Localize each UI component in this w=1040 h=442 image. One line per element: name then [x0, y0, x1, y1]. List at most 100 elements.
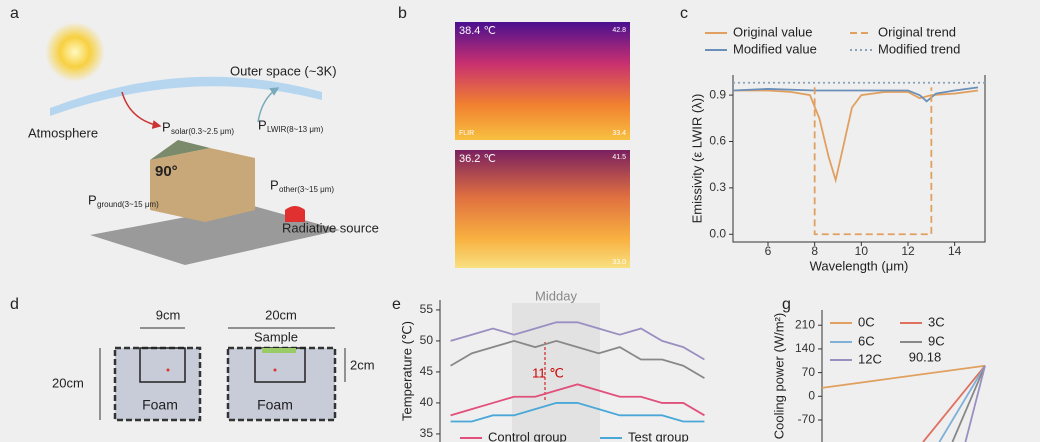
label: Sample [254, 329, 298, 344]
legend-label: Original value [733, 24, 813, 39]
legend-label: 0C [858, 314, 875, 329]
y-tick-label: 0.3 [709, 180, 726, 194]
panel-letter: b [398, 5, 407, 22]
y-tick-label: 0.6 [709, 134, 726, 148]
x-tick-label: 8 [811, 244, 818, 258]
label: 2cm [350, 357, 375, 372]
y-tick-label: -70 [798, 412, 816, 426]
series-line [938, 365, 986, 442]
y-tick-label: 35 [420, 426, 434, 440]
y-tick-label: 70 [802, 365, 816, 379]
label: 20cm [52, 375, 84, 390]
x-tick-label: 12 [901, 244, 915, 258]
label: Atmosphere [28, 125, 98, 140]
panel-letter: d [10, 296, 19, 313]
legend-label: Modified trend [878, 41, 960, 56]
sensor [273, 368, 277, 372]
y-axis-label: Temperature (℃) [399, 321, 414, 421]
temperature: 36.2 ℃ [459, 153, 496, 165]
annotation: 90.18 [909, 349, 942, 364]
ground [90, 205, 340, 265]
midday-band [512, 303, 600, 442]
flux: P [258, 117, 267, 132]
sun [45, 22, 105, 82]
series-line [450, 383, 705, 417]
panel-letter: e [392, 296, 401, 313]
y-tick-label: 45 [420, 364, 434, 378]
heat-source [285, 206, 305, 222]
x-tick-label: 14 [948, 244, 962, 258]
legend-label: Modified value [733, 41, 817, 56]
scale-min: 33.0 [612, 259, 626, 266]
series-line [922, 365, 986, 442]
label: Foam [142, 397, 178, 413]
thermal-image [455, 22, 630, 140]
series-line [450, 339, 705, 379]
flux: P [270, 177, 279, 192]
dimension-lines [99, 327, 346, 420]
y-tick-label: 40 [420, 395, 434, 409]
foam-box [226, 346, 337, 422]
y-tick-label: 0.0 [709, 226, 726, 240]
y-axis-label: Emissivity (ε LWIR (λ)) [689, 94, 704, 224]
legend-label: Original trend [878, 24, 956, 39]
series-line [964, 365, 986, 442]
flux-sub: ground(3~15 μm) [97, 200, 159, 209]
y-tick-label: 50 [420, 333, 434, 347]
foam-box [113, 346, 202, 422]
panel-letter: g [782, 296, 791, 313]
axes-frame [732, 75, 986, 243]
series-line [951, 365, 986, 442]
thermal-image [455, 150, 630, 268]
atmosphere-band [50, 76, 322, 116]
x-axis-label: Wavelength (μm) [810, 258, 909, 273]
scale-max: 41.5 [612, 154, 626, 161]
y-tick-label: 0.9 [709, 87, 726, 101]
series-line [450, 321, 705, 361]
y-tick-label: 140 [795, 341, 815, 355]
legend-label: Control group [488, 429, 567, 442]
flux: P [88, 192, 97, 207]
label: Outer space (~3K) [230, 63, 337, 78]
annotation: 11 ℃ [532, 365, 564, 380]
label: 20cm [265, 307, 297, 322]
legend-label: Test group [628, 429, 689, 442]
legend-label: 3C [928, 314, 945, 329]
angle: 90° [155, 163, 178, 180]
series-line [733, 89, 979, 184]
roof [150, 140, 210, 160]
lwir-arrow [257, 87, 280, 123]
y-tick-label: 55 [420, 302, 434, 316]
label: 9cm [156, 307, 181, 322]
building [150, 148, 255, 222]
y-tick-label: 0 [808, 388, 815, 402]
legend-label: 9C [928, 333, 945, 348]
panel-letter: a [10, 5, 19, 22]
sample-film [262, 348, 296, 353]
scale-min: 33.4 [612, 130, 626, 137]
x-tick-label: 10 [855, 244, 869, 258]
annotation: Midday [535, 288, 577, 303]
flux-sub: solar(0.3~2.5 μm) [171, 127, 234, 136]
legend-label: 12C [858, 351, 882, 366]
flux: P [162, 119, 171, 134]
label: Radiative source [282, 220, 379, 235]
series-line [821, 364, 986, 389]
series-line [450, 402, 705, 423]
flux-sub: other(3~15 μm) [279, 185, 334, 194]
legend-label: 6C [858, 333, 875, 348]
series-line [732, 86, 979, 103]
label: Foam [257, 397, 293, 413]
y-tick-label: 210 [795, 317, 815, 331]
temperature: 38.4 ℃ [459, 25, 496, 37]
y-axis-label: Cooling power (W/m²) [771, 313, 786, 439]
x-tick-label: 6 [765, 244, 772, 258]
panel-letter: c [680, 5, 688, 22]
cavity [139, 347, 186, 383]
brand: FLIR [459, 130, 474, 137]
solar-arrow [121, 91, 162, 129]
sensor [166, 368, 170, 372]
scale-max: 42.8 [612, 27, 626, 34]
flux-sub: LWIR(8~13 μm) [267, 125, 324, 134]
